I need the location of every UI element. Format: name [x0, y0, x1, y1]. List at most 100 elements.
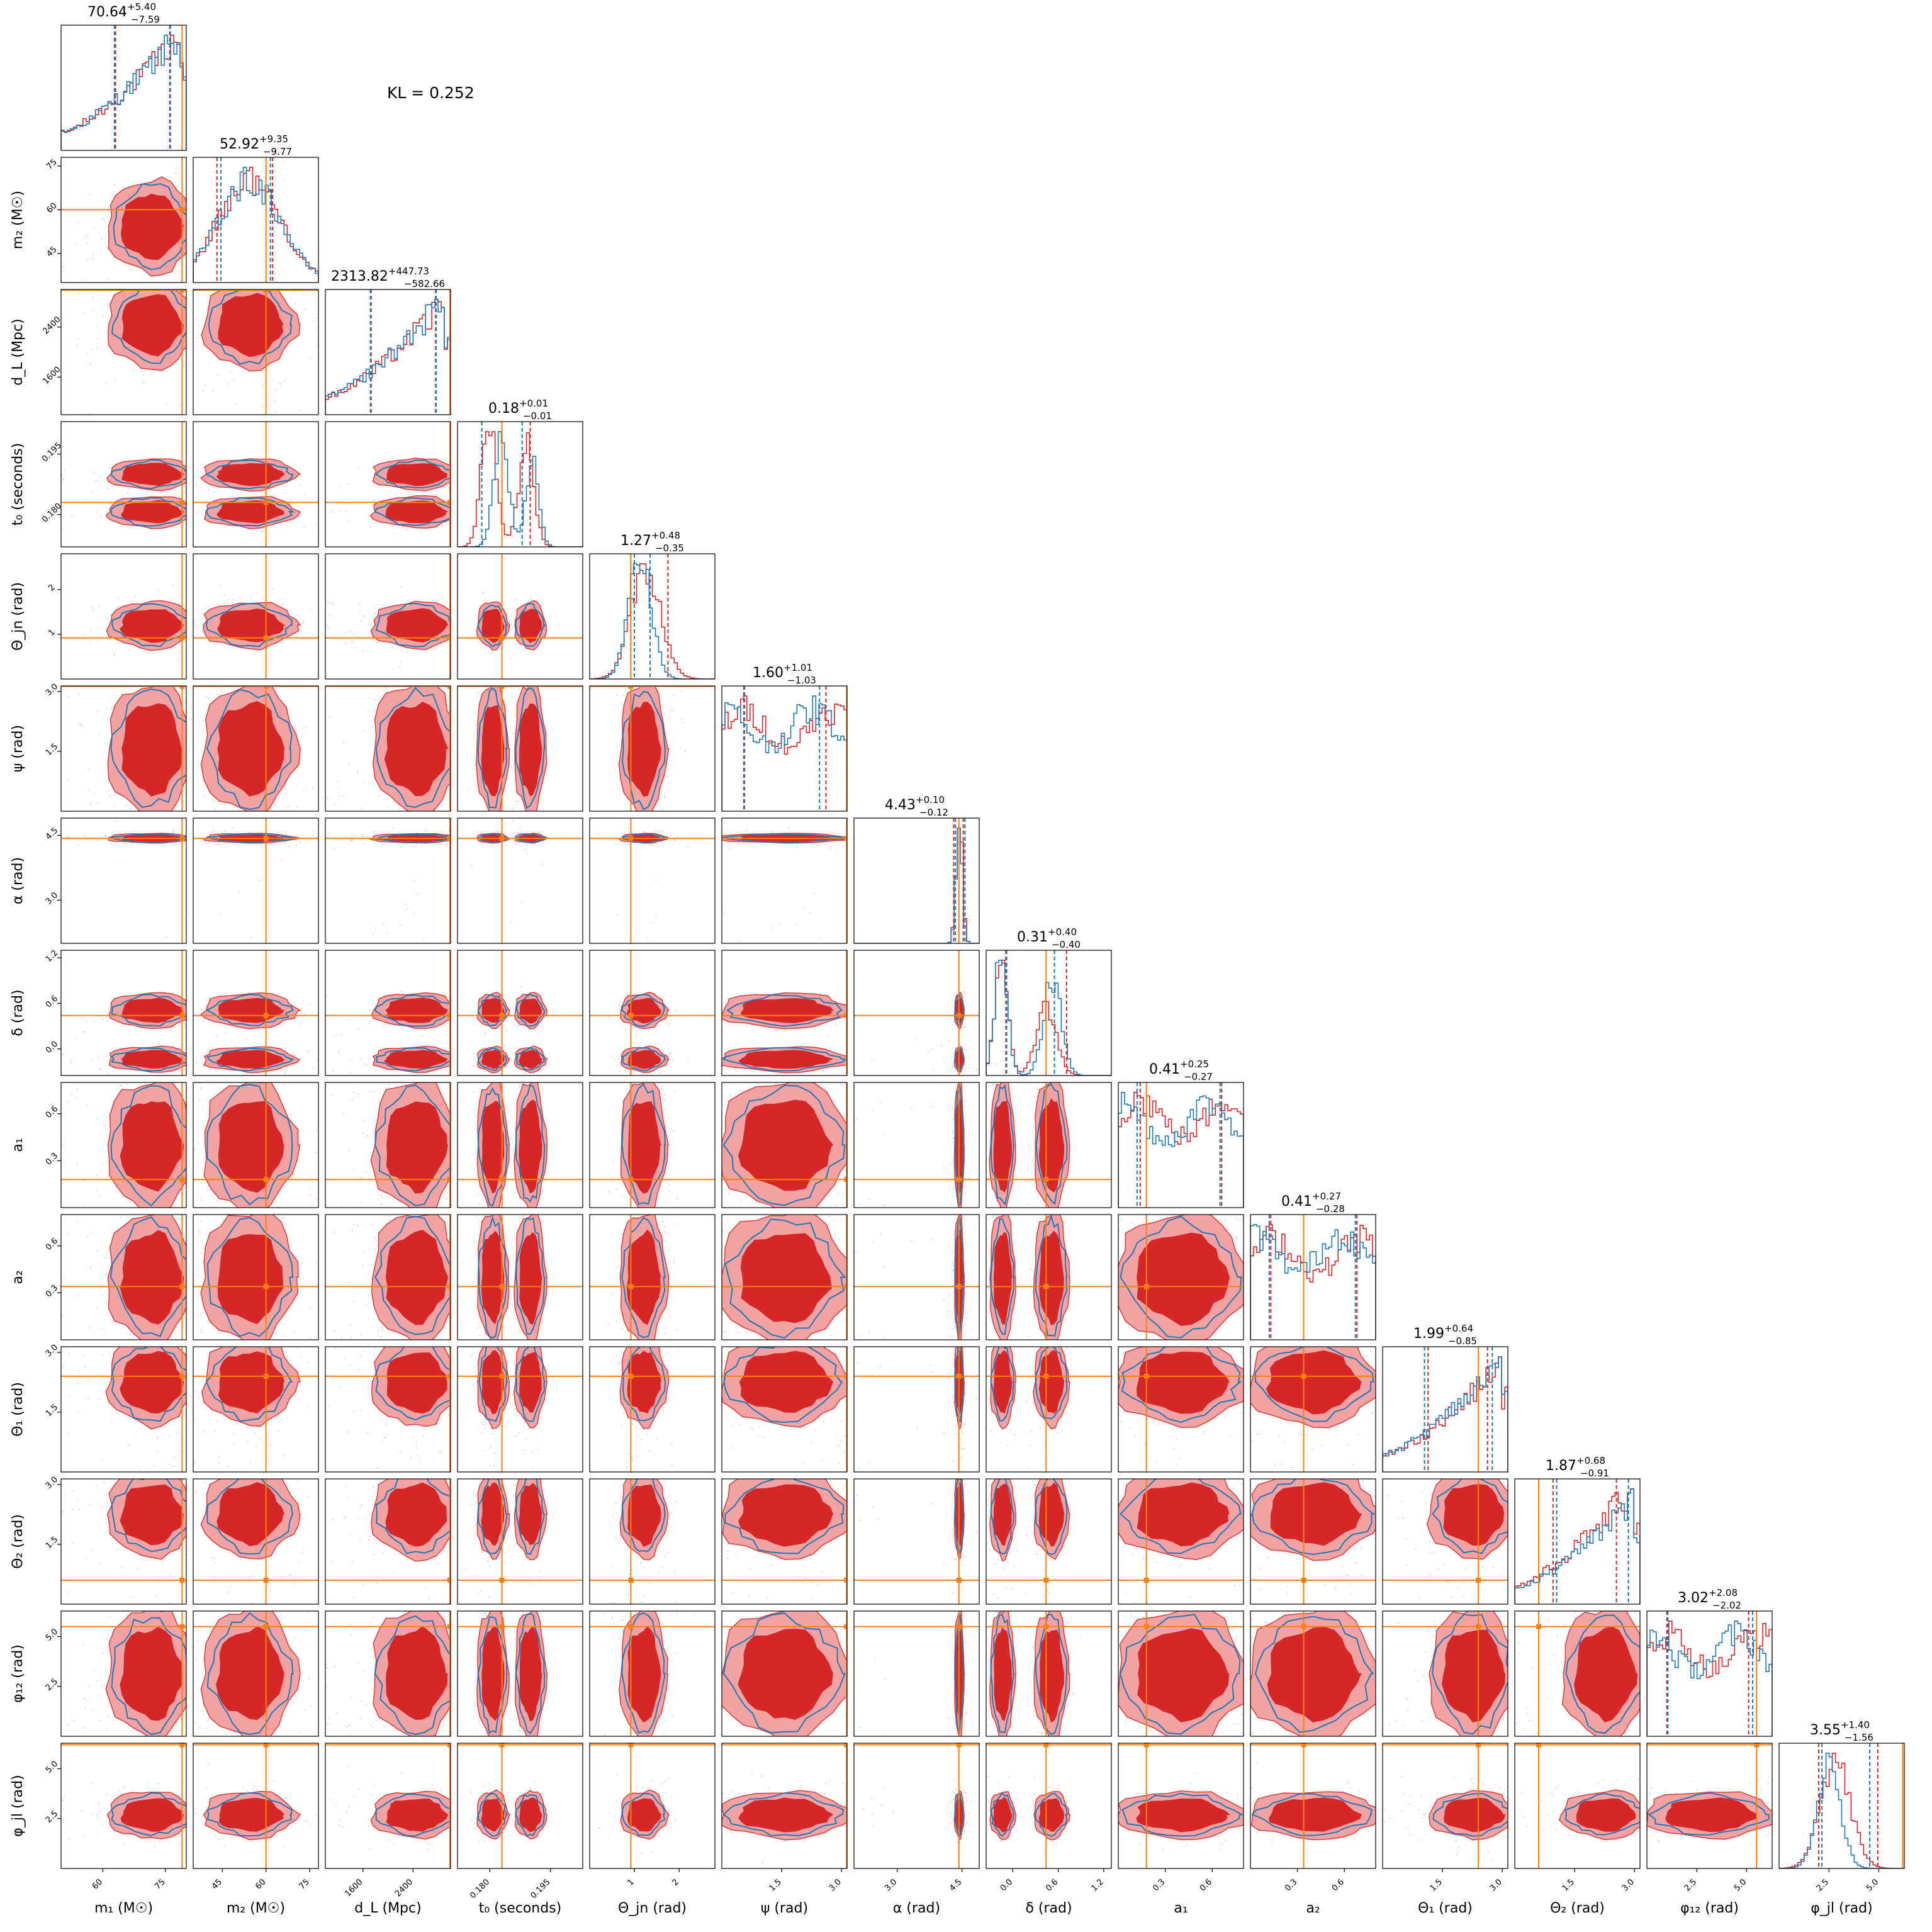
panel-frame — [1250, 1346, 1376, 1473]
contour-red-l1 — [121, 500, 185, 524]
hist-title-a: 0.41+0.25 −0.27 — [1149, 1059, 1213, 1082]
x-tick-label: 5.0 — [1865, 1877, 1880, 1893]
truth-marker — [179, 1743, 185, 1748]
contour-blue — [621, 833, 666, 843]
panel-frame — [1118, 1478, 1244, 1605]
contour-red-l1 — [993, 1350, 1013, 1414]
contour-red-l1 — [481, 1231, 505, 1325]
y-tick-label: 75 — [45, 157, 59, 171]
contour-red-l1 — [481, 997, 505, 1023]
panel-frame — [193, 685, 319, 812]
truth-marker — [1536, 1624, 1542, 1629]
x-tick-label: 0.180 — [468, 1877, 491, 1901]
hist-blue-m-m — [61, 35, 186, 150]
y-axis-label-a: a₂ — [10, 1270, 26, 1284]
truth-marker — [499, 1284, 505, 1289]
contour-red-l1 — [518, 1050, 543, 1069]
contour-panel-rad-vs-rad — [853, 1478, 980, 1605]
panel-frame — [853, 1478, 980, 1605]
panel-frame — [1646, 1610, 1773, 1737]
contour-blue — [1035, 1347, 1068, 1420]
contour-panel-jl-rad-vs-rad: 1.5 3.0 ψ (rad) — [721, 1743, 848, 1916]
panel-frame — [1514, 1743, 1641, 1869]
y-axis-label-rad: Θ₂ (rad) — [10, 1514, 26, 1569]
contour-blue — [375, 1794, 451, 1837]
contour-blue — [1120, 1215, 1242, 1339]
panel-frame — [853, 1743, 980, 1869]
contour-blue — [1432, 1792, 1508, 1837]
contour-panel-a-vs-d-l-mpc — [325, 1214, 451, 1340]
contour-panel-a-vs-d-l-mpc — [325, 1082, 451, 1208]
panel-frame — [193, 1082, 319, 1208]
contour-panel-rad-vs-jn-rad — [589, 817, 716, 944]
contour-red-l1 — [121, 997, 184, 1023]
panel-frame — [721, 685, 848, 812]
truth-marker — [263, 1373, 269, 1379]
panel-frame — [1118, 1082, 1244, 1208]
panel-frame — [1250, 1610, 1376, 1737]
panel-frame — [457, 817, 583, 944]
contour-red-l1 — [218, 1101, 284, 1193]
contour-panel-jl-rad-vs-rad: 1.5 3.0 Θ₂ (rad) — [1514, 1743, 1641, 1916]
contour-blue — [375, 1047, 451, 1072]
contour-blue — [515, 1217, 546, 1335]
panel-frame — [1118, 1610, 1244, 1737]
contour-blue — [954, 1215, 965, 1339]
contour-blue — [723, 1347, 843, 1424]
x-axis-label-rad: α (rad) — [893, 1901, 940, 1916]
hist-panel-m-m: 52.92+9.35 −9.77 — [193, 133, 319, 283]
truth-marker — [179, 1624, 185, 1629]
truth-marker — [263, 289, 269, 293]
y-tick-label: 0.6 — [44, 994, 60, 1009]
panel-frame — [325, 685, 451, 812]
contour-red-l1 — [993, 1797, 1013, 1833]
contour-red-l1 — [386, 463, 448, 486]
panel-frame — [193, 553, 319, 680]
contour-blue — [515, 1347, 546, 1422]
contour-panel-rad-vs-jn-rad — [589, 1478, 716, 1605]
y-axis-label-jl-rad: φ_jl (rad) — [10, 1775, 26, 1836]
contour-red-l1 — [385, 500, 448, 524]
y-tick-label: 1 — [47, 627, 57, 637]
panel-frame — [60, 817, 187, 944]
x-tick-label: 0.6 — [1330, 1877, 1346, 1893]
contour-panel-rad-vs-rad — [986, 1610, 1112, 1737]
contour-panel-rad-vs-t-seconds — [457, 685, 583, 812]
panel-frame — [589, 553, 716, 680]
contour-panel-jl-rad-vs-rad: 3.0 4.5 α (rad) — [853, 1743, 980, 1916]
truth-marker — [447, 1373, 451, 1379]
y-axis-label-rad: δ (rad) — [10, 989, 26, 1036]
x-tick-label: 1.5 — [1561, 1877, 1576, 1893]
y-tick-label: 2400 — [42, 315, 63, 336]
y-tick-label: 2.5 — [44, 1809, 60, 1825]
contour-red-l1 — [384, 702, 449, 797]
contour-red-l1 — [218, 293, 284, 357]
contour-panel-a-vs-m-m: 0.3 0.6 a₂ — [10, 1214, 187, 1340]
contour-panel-rad-vs-m-m — [193, 1346, 319, 1473]
contour-red-l1 — [519, 609, 542, 643]
contour-panel-rad-vs-a — [1250, 1346, 1376, 1473]
contour-red-l1 — [1137, 1628, 1230, 1723]
contour-red-l1 — [739, 1351, 834, 1413]
truth-marker — [179, 1177, 185, 1182]
contour-red-l1 — [627, 1798, 662, 1832]
contour-red-l1 — [216, 500, 284, 524]
contour-panel-rad-vs-m-m: 3.0 4.5 α (rad) — [10, 817, 187, 944]
truth-marker — [499, 686, 505, 689]
truth-marker — [628, 1373, 634, 1379]
panel-frame — [457, 553, 583, 680]
truth-marker — [844, 1577, 847, 1583]
contour-blue — [722, 1084, 846, 1206]
contour-panel-rad-vs-a — [1118, 1478, 1244, 1605]
hist-panel-d-l-mpc: 2313.82+447.73 −582.66 — [325, 266, 451, 415]
hist-title-rad: 1.60+1.01 −1.03 — [753, 662, 816, 686]
contour-blue — [515, 603, 546, 647]
hist-title-rad: 1.99+0.64 −0.85 — [1413, 1323, 1477, 1347]
contour-panel-rad-vs-rad — [721, 1478, 848, 1605]
contour-red-l1 — [1136, 1351, 1230, 1414]
truth-marker — [447, 686, 451, 689]
panels-layer: 70.64+5.40 −7.59 45 60 75 m₂ (M☉) 52.92+9.35 −9… — [10, 1, 1905, 1916]
contour-panel-jl-rad-vs-m-m: 45 60 75 m₂ (M☉) — [193, 1743, 319, 1916]
truth-marker — [263, 1177, 269, 1182]
truth-marker — [844, 1284, 847, 1289]
